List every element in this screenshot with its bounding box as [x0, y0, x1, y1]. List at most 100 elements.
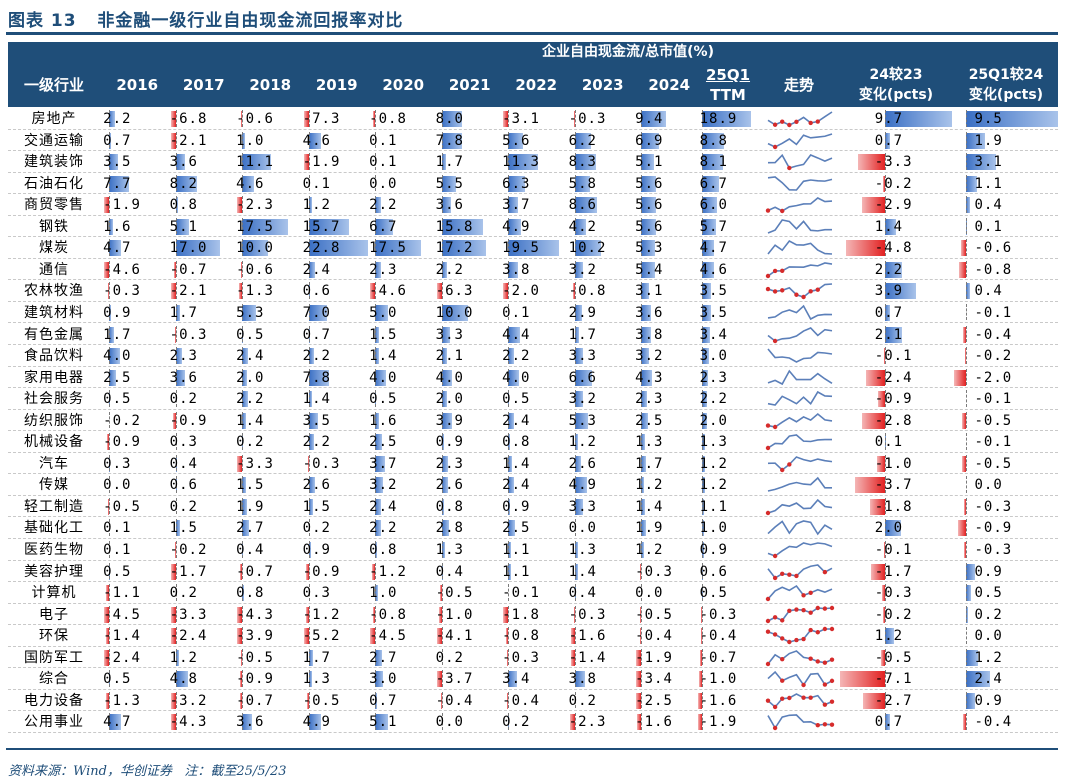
ttm-cell-bar — [701, 132, 725, 149]
value-cell-2020-bar — [375, 714, 389, 731]
value-cell-2017-value: -2.4 — [169, 628, 208, 645]
value-cell-2017-axis — [175, 347, 177, 364]
chg2-cell-axis — [966, 454, 968, 472]
value-cell-2019-value: 4.6 — [302, 132, 331, 149]
value-cell-2024-value: 5.6 — [635, 175, 664, 192]
trend-negative-marker — [822, 626, 828, 632]
value-cell-2019-axis — [308, 347, 310, 364]
trend-negative-marker — [794, 638, 799, 643]
value-cell-2018-axis — [242, 196, 244, 213]
value-cell-2016-value: 4.7 — [103, 714, 132, 731]
chg2-cell-axis — [966, 670, 968, 687]
value-cell-2019-value: 15.7 — [302, 218, 341, 235]
value-cell-2021: 10.0 — [436, 302, 502, 323]
industry-name: 轻工制造 — [24, 498, 84, 515]
value-cell-2022-value: 3.7 — [502, 197, 531, 214]
value-cell-2023-value: 1.4 — [568, 563, 597, 580]
value-cell-2018-axis — [242, 605, 244, 623]
value-cell-2021-bar — [441, 304, 468, 321]
value-cell-2023-value: 8.3 — [568, 154, 597, 171]
value-cell-2021-bar — [441, 261, 448, 278]
ttm-cell-bar — [701, 326, 711, 343]
trend-negative-marker — [801, 295, 806, 300]
value-cell-2019-axis — [308, 433, 310, 450]
value-cell-2024-bar — [641, 391, 648, 408]
value-cell-2020: 2.2 — [369, 517, 435, 538]
value-cell-2021-value: 2.8 — [435, 520, 464, 537]
ttm-cell-axis — [701, 454, 703, 472]
value-cell-2022-bar — [508, 240, 559, 257]
value-cell-2024-axis — [641, 454, 643, 472]
chg1-cell-bar — [870, 498, 885, 515]
chg1-cell: 2.2 — [840, 259, 952, 280]
chg2-cell-bar — [960, 240, 967, 257]
chg2-cell-value: 0.4 — [974, 197, 1003, 214]
value-cell-2022: 0.9 — [502, 496, 568, 517]
ttm-cell-axis — [701, 627, 703, 644]
value-cell-2017-bar — [171, 563, 176, 580]
value-cell-2018-value: -0.7 — [236, 692, 274, 709]
chg2-cell-bar — [963, 542, 967, 558]
trend-sparkline — [767, 477, 832, 493]
value-cell-2019: 0.2 — [303, 517, 369, 538]
value-cell-2021-value: 3.9 — [435, 412, 464, 429]
value-cell-2019: 7.8 — [303, 367, 369, 388]
value-cell-2019-axis — [308, 562, 310, 580]
value-cell-2021-bar — [441, 477, 449, 494]
source-note: 资料来源：Wind，华创证券 注：截至25/5/23 — [8, 764, 287, 779]
value-cell-2024-axis — [641, 562, 643, 580]
value-cell-2017-value: 0.4 — [169, 455, 198, 472]
chg1-cell-axis — [884, 368, 886, 386]
table-row: 建筑材料 0.9 1.7 5.3 7.0 5.0 10.0 0.1 2.9 3.6 3.5 0.7 -0… — [8, 302, 1058, 324]
chg1-cell-bar — [884, 348, 885, 365]
trend-sparkline — [765, 498, 833, 516]
value-cell-2020-bar — [375, 261, 382, 278]
value-cell-2018-bar — [242, 348, 249, 365]
value-cell-2024-axis — [641, 584, 643, 601]
value-cell-2022-axis — [508, 153, 510, 170]
value-cell-2023: 1.7 — [569, 324, 635, 345]
table-row: 房地产 2.2 -6.8 -0.6 -7.3 -0.8 8.0 -3.1 -0.3 9.4 18.9… — [8, 108, 1058, 130]
value-cell-2020-axis — [375, 390, 377, 407]
value-cell-2022-bar — [508, 369, 519, 386]
ttm-cell-axis — [701, 670, 703, 687]
chg2-cell: -0.9 — [954, 517, 1058, 538]
value-cell-2021-axis — [441, 627, 443, 644]
value-cell-2020-value: 3.7 — [369, 455, 398, 472]
value-cell-2024-axis — [641, 217, 643, 235]
value-cell-2024-bar — [641, 498, 645, 515]
table-row: 环保 -1.4 -2.4 -3.9 -5.2 -4.5 -4.1 -0.8 -1.6 -0.4 -0… — [8, 625, 1058, 647]
trend-negative-marker — [780, 119, 785, 124]
chg1-cell-bar — [884, 542, 885, 558]
trend-negative-marker — [815, 605, 820, 610]
value-cell-2018-bar — [242, 240, 269, 257]
chg1-cell-value: -0.5 — [874, 649, 913, 666]
value-cell-2020-value: 5.1 — [369, 714, 398, 731]
value-cell-2020-axis — [375, 174, 377, 192]
value-cell-2017-bar — [175, 240, 220, 257]
value-cell-2019-value: -1.2 — [302, 606, 341, 623]
value-cell-2023-bar — [574, 197, 598, 214]
table-row: 计算机 -1.1 0.2 0.8 0.3 1.0 -0.5 -0.1 0.4 0.0 0.5 -0.3… — [8, 582, 1058, 604]
value-cell-2022: -2.0 — [502, 280, 568, 301]
trend-line — [767, 649, 833, 665]
value-cell-2023: 6.6 — [569, 367, 635, 388]
value-cell-2023-value: 1.3 — [568, 542, 597, 558]
trend-negative-marker — [822, 606, 828, 611]
value-cell-2016-axis — [109, 239, 111, 256]
value-cell-2020-value: 1.4 — [369, 348, 398, 365]
value-cell-2020-bar — [375, 434, 382, 451]
value-cell-2016: 0.5 — [103, 388, 169, 409]
value-cell-2020-value: 1.0 — [369, 585, 398, 602]
value-cell-2024-value: -1.9 — [635, 649, 673, 666]
value-cell-2023: 0.2 — [569, 690, 635, 711]
value-cell-2017: -2.1 — [170, 130, 236, 151]
value-cell-2022-value: 0.5 — [502, 391, 531, 408]
value-cell-2016-value: -1.4 — [103, 628, 141, 645]
value-cell-2019-value: -5.2 — [302, 628, 341, 645]
value-cell-2019-axis — [308, 411, 310, 429]
value-cell-2019-bar — [308, 412, 318, 429]
value-cell-2024: 3.2 — [635, 345, 701, 366]
value-cell-2017: 3.6 — [170, 151, 236, 172]
value-cell-2016-axis — [109, 131, 111, 149]
